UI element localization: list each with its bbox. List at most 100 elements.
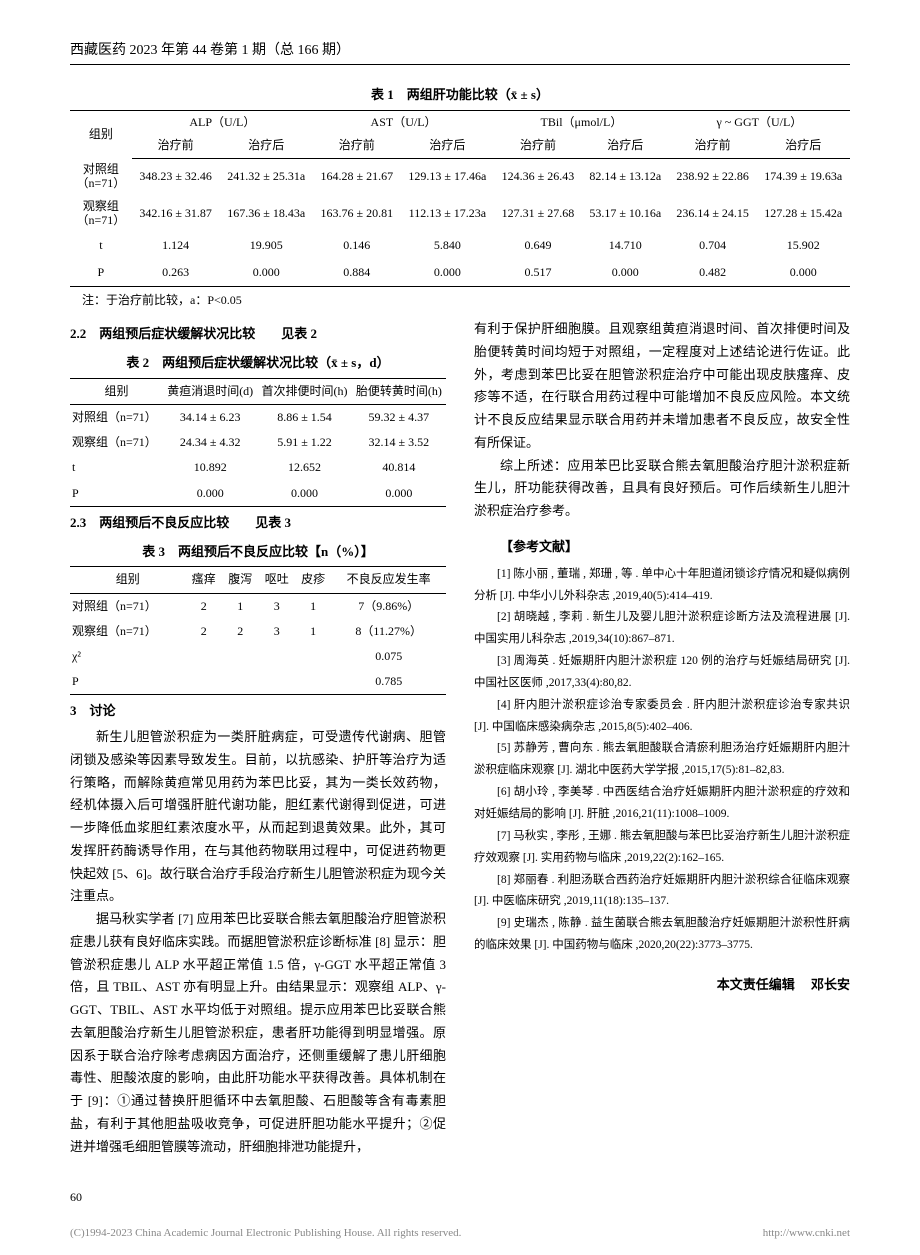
sec-2-3: 2.3 两组预后不良反应比较 见表 3 — [70, 513, 446, 534]
table-col-header: 组别 — [70, 378, 163, 404]
table-cell: t — [70, 455, 163, 480]
t1-m2-pre: 治疗前 — [494, 134, 582, 158]
table-cell: 对照组（n=71） — [70, 593, 186, 619]
reference-item: [5] 苏静芳 , 曹向东 . 熊去氧胆酸联合清瘀利胆汤治疗妊娠期肝内胆汁淤积症… — [474, 738, 850, 782]
table-cell: 15.902 — [756, 232, 850, 259]
footer-left: (C)1994-2023 China Academic Journal Elec… — [70, 1225, 461, 1243]
table-cell: 174.39 ± 19.63a — [756, 158, 850, 195]
table-cell: 129.13 ± 17.46a — [401, 158, 494, 195]
table-cell — [258, 644, 294, 669]
table-cell: 2 — [222, 619, 258, 644]
table1-metric-1: AST（U/L） — [313, 111, 494, 135]
table-cell: 24.34 ± 4.32 — [163, 430, 257, 455]
table-cell: 238.92 ± 22.86 — [669, 158, 757, 195]
table-cell: 0.000 — [352, 481, 446, 507]
reference-item: [6] 胡小玲 , 李美琴 . 中西医结合治疗妊娠期肝内胆汁淤积症的疗效和对妊娠… — [474, 782, 850, 826]
table-cell: 观察组（n=71） — [70, 430, 163, 455]
sec-2-2: 2.2 两组预后症状缓解状况比较 见表 2 — [70, 324, 446, 345]
table-cell: 19.905 — [219, 232, 312, 259]
table-cell: 1 — [222, 593, 258, 619]
t1-m1-pre: 治疗前 — [313, 134, 401, 158]
table-cell — [295, 644, 331, 669]
table-cell: 对照组（n=71） — [70, 404, 163, 430]
reference-item: [4] 肝内胆汁淤积症诊治专家委员会 . 肝内胆汁淤积症诊治专家共识 [J]. … — [474, 695, 850, 739]
table-cell: 164.28 ± 21.67 — [313, 158, 401, 195]
table-cell: 53.17 ± 10.16a — [582, 195, 669, 232]
table-cell: P — [70, 481, 163, 507]
table1-metric-0: ALP（U/L） — [132, 111, 313, 135]
table3: 组别瘙痒腹泻呕吐皮疹不良反应发生率 对照组（n=71）21317（9.86%）观… — [70, 566, 446, 695]
reference-item: [7] 马秋实 , 李彤 , 王娜 . 熊去氧胆酸与苯巴比妥治疗新生儿胆汁淤积症… — [474, 826, 850, 870]
journal-header: 西藏医药 2023 年第 44 卷第 1 期（总 166 期） — [70, 40, 850, 65]
discussion-p2: 据马秋实学者 [7] 应用苯巴比妥联合熊去氧胆酸治疗胆管淤积症患儿获有良好临床实… — [70, 908, 446, 1158]
table-col-header: 不良反应发生率 — [331, 567, 446, 593]
table-cell: 7（9.86%） — [331, 593, 446, 619]
table-cell: 0.075 — [331, 644, 446, 669]
discussion-p1: 新生儿胆管淤积症为一类肝脏病症，可受遗传代谢病、胆管闭锁及感染等因素导致发生。目… — [70, 726, 446, 908]
table3-title: 表 3 两组预后不良反应比较【n（%）】 — [70, 542, 446, 563]
footer-right: http://www.cnki.net — [763, 1225, 850, 1243]
t1-m2-post: 治疗后 — [582, 134, 669, 158]
table1-title: 表 1 两组肝功能比较（x̄ ± s） — [70, 85, 850, 106]
table-cell: 0.884 — [313, 259, 401, 287]
table1-note: 注：于治疗前比较，a：P<0.05 — [82, 291, 850, 310]
table-cell: 342.16 ± 31.87 — [132, 195, 220, 232]
table-cell: 0.000 — [401, 259, 494, 287]
table-cell: 2 — [186, 593, 222, 619]
table-col-header: 皮疹 — [295, 567, 331, 593]
table-cell: 34.14 ± 6.23 — [163, 404, 257, 430]
table-cell: 0.263 — [132, 259, 220, 287]
table-cell: 2 — [186, 619, 222, 644]
table-cell: 观察组（n=71） — [70, 619, 186, 644]
table1-group-col: 组别 — [70, 111, 132, 158]
table-cell: 14.710 — [582, 232, 669, 259]
table-cell: 8（11.27%） — [331, 619, 446, 644]
references-heading: 【参考文献】 — [474, 537, 850, 558]
table-cell — [186, 669, 222, 695]
page-number: 60 — [70, 1188, 850, 1207]
table-cell: 8.86 ± 1.54 — [257, 404, 351, 430]
table-cell: 82.14 ± 13.12a — [582, 158, 669, 195]
table-cell: 0.000 — [756, 259, 850, 287]
table-cell: 112.13 ± 17.23a — [401, 195, 494, 232]
table-col-header: 组别 — [70, 567, 186, 593]
table-cell: 0.517 — [494, 259, 582, 287]
table2: 组别黄疸消退时间(d)首次排便时间(h)胎便转黄时间(h) 对照组（n=71）3… — [70, 378, 446, 507]
table-cell: 0.785 — [331, 669, 446, 695]
discussion-p4: 综上所述：应用苯巴比妥联合熊去氧胆酸治疗胆汁淤积症新生儿，肝功能获得改善，且具有… — [474, 455, 850, 523]
table-cell: 241.32 ± 25.31a — [219, 158, 312, 195]
table-cell: 5.840 — [401, 232, 494, 259]
table-cell: 40.814 — [352, 455, 446, 480]
table-cell — [186, 644, 222, 669]
table1-metric-3: γ ~ GGT（U/L） — [669, 111, 850, 135]
table-cell: 167.36 ± 18.43a — [219, 195, 312, 232]
table-cell: 32.14 ± 3.52 — [352, 430, 446, 455]
table-row-group: P — [70, 259, 132, 287]
table-cell: 0.000 — [582, 259, 669, 287]
table-col-header: 胎便转黄时间(h) — [352, 378, 446, 404]
t1-m3-pre: 治疗前 — [669, 134, 757, 158]
table-cell: 127.28 ± 15.42a — [756, 195, 850, 232]
table-cell: 5.91 ± 1.22 — [257, 430, 351, 455]
table-cell — [295, 669, 331, 695]
reference-item: [9] 史瑞杰 , 陈静 . 益生菌联合熊去氧胆酸治疗妊娠期胆汁淤积性肝病的临床… — [474, 913, 850, 957]
table-cell: 0.649 — [494, 232, 582, 259]
table-cell: 0.000 — [257, 481, 351, 507]
table-cell — [222, 644, 258, 669]
sec-3: 3 讨论 — [70, 701, 446, 722]
table-col-header: 腹泻 — [222, 567, 258, 593]
table-cell: 348.23 ± 32.46 — [132, 158, 220, 195]
table-cell: 59.32 ± 4.37 — [352, 404, 446, 430]
t1-m1-post: 治疗后 — [401, 134, 494, 158]
table-cell: 10.892 — [163, 455, 257, 480]
table-col-header: 首次排便时间(h) — [257, 378, 351, 404]
reference-item: [8] 郑丽春 . 利胆汤联合西药治疗妊娠期肝内胆汁淤积综合征临床观察 [J].… — [474, 870, 850, 914]
table-cell: 3 — [258, 619, 294, 644]
table-cell: 0.000 — [163, 481, 257, 507]
table-col-header: 黄疸消退时间(d) — [163, 378, 257, 404]
discussion-p3: 有利于保护肝细胞膜。且观察组黄疸消退时间、首次排便时间及胎便转黄时间均短于对照组… — [474, 318, 850, 455]
editor-line: 本文责任编辑 邓长安 — [474, 975, 850, 996]
table-cell: 1 — [295, 593, 331, 619]
table-cell: 12.652 — [257, 455, 351, 480]
table-cell: 0.482 — [669, 259, 757, 287]
